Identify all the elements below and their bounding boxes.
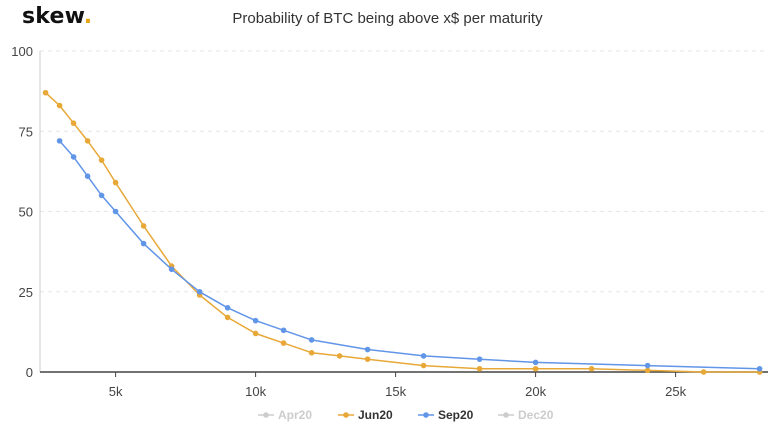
legend-item-dec[interactable]: Dec20	[498, 408, 554, 422]
data-point-sep	[168, 266, 175, 273]
data-point-jun	[42, 89, 49, 96]
y-tick-label: 50	[19, 205, 33, 220]
data-point-jun	[308, 349, 315, 356]
legend-label-sep: Sep20	[438, 408, 474, 422]
x-tick-label: 20k	[525, 384, 546, 399]
logo-text: skew	[22, 4, 84, 29]
data-point-sep	[56, 138, 63, 144]
data-point-jun	[280, 340, 287, 346]
data-point-jun	[700, 369, 707, 375]
y-tick-label: 100	[11, 44, 33, 59]
data-point-sep	[98, 192, 105, 199]
data-point-sep	[224, 305, 231, 311]
x-tick-label: 25k	[665, 384, 686, 399]
x-tick-label: 10k	[245, 384, 266, 399]
legend-item-jun[interactable]: Jun20	[338, 408, 393, 422]
skew-logo: skew.	[22, 4, 92, 29]
data-point-jun	[140, 223, 147, 229]
chart-title: Probability of BTC being above x$ per ma…	[232, 10, 543, 27]
data-point-sep	[70, 154, 77, 160]
data-point-jun	[364, 356, 371, 362]
data-point-sep	[252, 317, 259, 324]
data-point-sep	[280, 327, 287, 334]
data-point-jun	[112, 179, 119, 186]
data-point-sep	[196, 288, 203, 295]
legend-marker-jun	[343, 412, 349, 418]
logo-dot: .	[83, 4, 93, 29]
data-point-jun	[476, 365, 483, 372]
legend-item-apr[interactable]: Apr20	[258, 408, 312, 422]
data-point-jun	[644, 367, 651, 374]
data-point-jun	[420, 362, 427, 369]
series-layer	[42, 89, 763, 375]
data-point-jun	[336, 353, 343, 359]
data-point-jun	[588, 365, 595, 372]
data-point-jun	[98, 157, 105, 163]
data-point-sep	[756, 365, 763, 372]
legend: Apr20 Jun20 Sep20 Dec20	[258, 408, 554, 422]
series-line-sep	[59, 140, 760, 370]
data-point-jun	[84, 138, 91, 144]
data-point-sep	[532, 359, 539, 366]
x-tick-label: 5k	[109, 384, 123, 399]
y-tick-label: 0	[26, 365, 33, 380]
x-tick-label: 15k	[385, 384, 406, 399]
y-tick-label: 75	[19, 124, 33, 139]
legend-marker-dec	[503, 412, 509, 418]
data-point-jun	[56, 102, 63, 109]
legend-item-sep[interactable]: Sep20	[418, 408, 474, 422]
data-point-sep	[84, 173, 91, 179]
data-point-sep	[420, 353, 427, 359]
legend-marker-apr	[263, 412, 269, 418]
data-point-sep	[364, 346, 371, 353]
y-tick-label: 25	[19, 285, 33, 300]
data-point-jun	[224, 314, 231, 321]
data-point-sep	[140, 240, 147, 247]
legend-label-apr: Apr20	[278, 408, 312, 422]
grid-lines	[40, 50, 768, 293]
legend-marker-sep	[423, 412, 429, 418]
data-point-sep	[112, 208, 119, 215]
data-point-jun	[70, 120, 77, 127]
data-point-jun	[252, 330, 259, 337]
data-point-sep	[644, 362, 651, 369]
data-point-jun	[532, 365, 539, 372]
data-point-sep	[308, 337, 315, 343]
legend-label-jun: Jun20	[358, 408, 393, 422]
series-line-jun	[45, 92, 760, 373]
legend-label-dec: Dec20	[518, 408, 554, 422]
data-point-sep	[476, 356, 483, 362]
